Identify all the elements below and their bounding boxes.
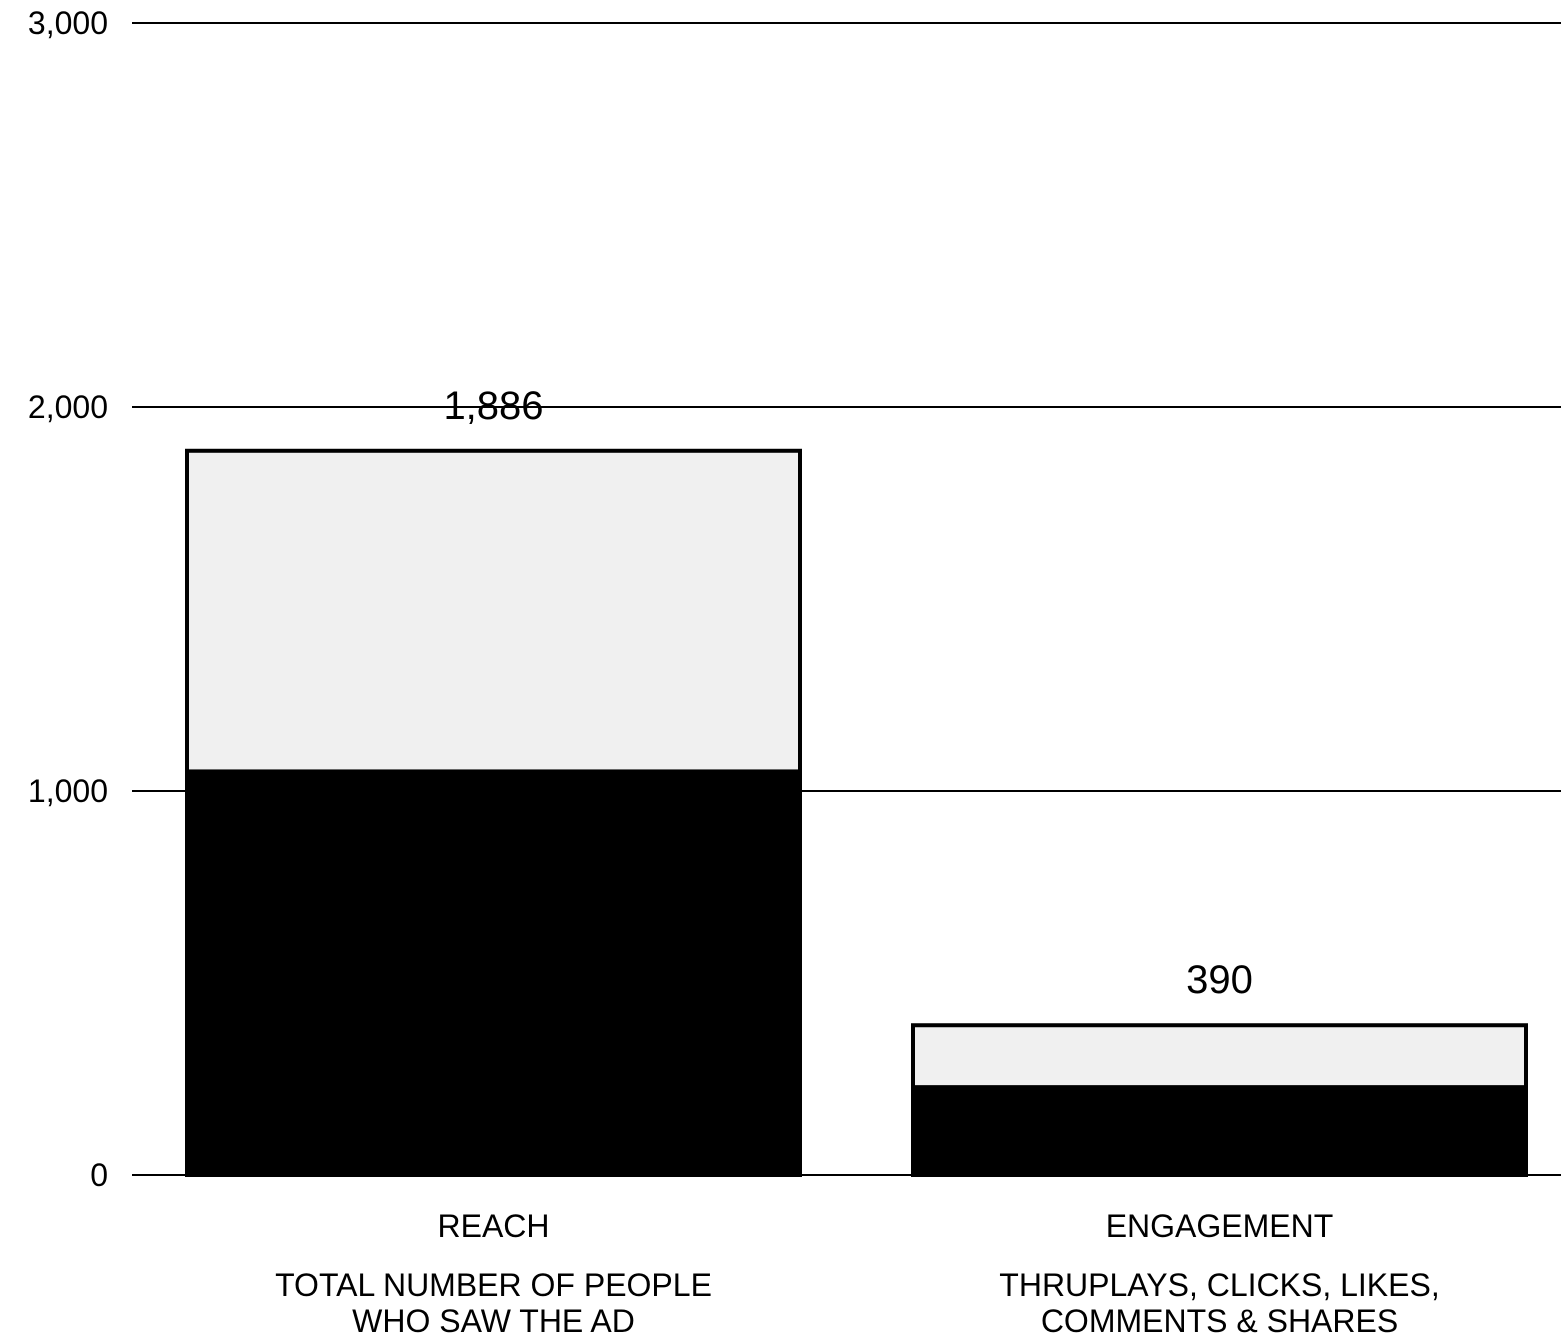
y-axis-ticks: 0 1,000 2,000 3,000: [28, 5, 108, 1193]
y-tick-label: 1,000: [28, 773, 108, 809]
y-tick-label: 0: [90, 1157, 108, 1193]
bar: [185, 448, 802, 1177]
bar: [911, 1023, 1528, 1177]
category-label: ENGAGEMENT: [1106, 1208, 1334, 1244]
value-label: 1,886: [443, 384, 543, 428]
bar-fill: [185, 769, 802, 1175]
bars: [185, 448, 1528, 1177]
value-label: 390: [1186, 958, 1253, 1002]
data-labels: 1,886 390: [443, 384, 1252, 1002]
y-tick-label: 3,000: [28, 5, 108, 41]
y-tick-label: 2,000: [28, 389, 108, 425]
category-sublabel: TOTAL NUMBER OF PEOPLE: [275, 1267, 712, 1303]
category-sublabel: WHO SAW THE AD: [352, 1303, 635, 1339]
category-label: REACH: [437, 1208, 549, 1244]
category-sublabel: COMMENTS & SHARES: [1041, 1303, 1398, 1339]
category-sublabel: THRUPLAYS, CLICKS, LIKES,: [999, 1267, 1439, 1303]
bar-fill: [911, 1085, 1528, 1175]
